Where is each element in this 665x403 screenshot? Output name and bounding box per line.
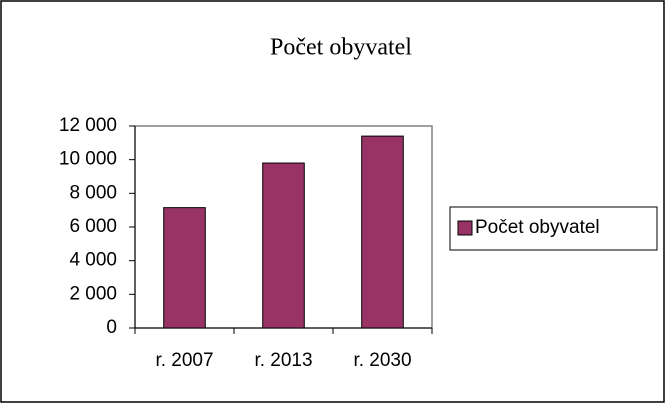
y-tick-label: 12 000 (59, 115, 117, 136)
legend-label: Počet obyvatel (475, 217, 600, 238)
legend-box (449, 206, 658, 251)
legend-swatch (457, 220, 473, 236)
x-tick-label: r. 2030 (353, 350, 411, 371)
y-tick-label: 8 000 (69, 182, 117, 203)
bar (262, 162, 305, 329)
chart-title: Počet obyvatel (270, 35, 412, 61)
x-tick-label: r. 2007 (155, 350, 213, 371)
bar (163, 207, 206, 329)
y-tick-label: 0 (106, 317, 117, 338)
y-tick-label: 2 000 (69, 283, 117, 304)
y-tick-label: 10 000 (59, 149, 117, 170)
y-tick-label: 6 000 (69, 216, 117, 237)
y-tick-label: 4 000 (69, 250, 117, 271)
x-tick-label: r. 2013 (254, 350, 312, 371)
bar (361, 135, 404, 329)
